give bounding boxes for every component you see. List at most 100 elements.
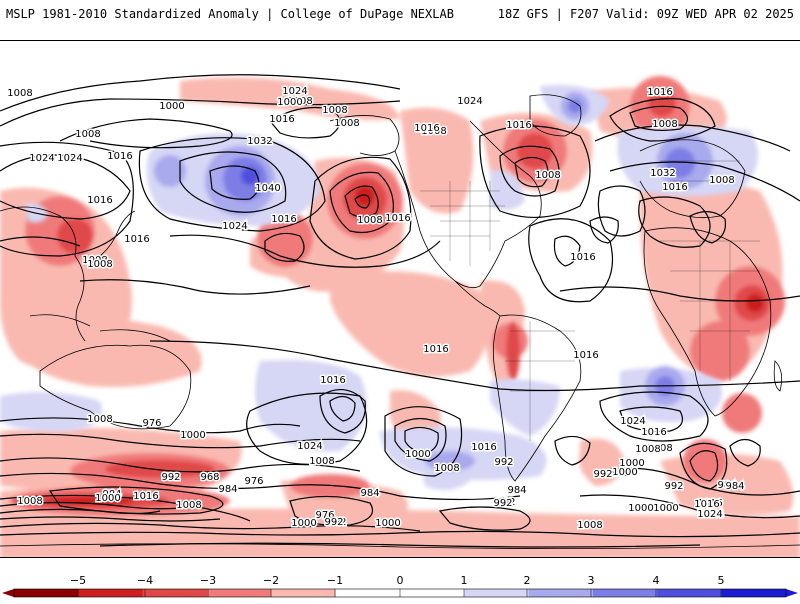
- isobar-label: 992: [664, 481, 683, 492]
- isobar-label: 1008: [634, 443, 659, 454]
- neg-anomaly-max: [355, 186, 375, 206]
- colorbar-tick-labels: −5 −4 −3 −2 −1 0 1 2 3 4 5: [70, 574, 725, 587]
- neg-anomaly-peak: [506, 321, 520, 381]
- colorbar-tick-label: 5: [718, 574, 725, 587]
- coastlines: [0, 94, 800, 549]
- coastline-south-america: [492, 314, 582, 482]
- isobar: [209, 165, 260, 200]
- coastline-alaska: [329, 115, 400, 156]
- isobar-label: 1008: [176, 500, 201, 511]
- pos-anomaly-core: [154, 155, 186, 187]
- colorbar-tick-label: 1: [461, 574, 468, 587]
- isobar-label: 1008: [635, 444, 660, 455]
- colorbar-segment: [721, 589, 787, 597]
- isobar-label: 1000: [277, 97, 302, 108]
- isobar-label: 1008: [17, 496, 42, 507]
- isobar: [0, 472, 521, 501]
- isobar-label: 1024: [222, 221, 247, 232]
- isobar-label: 1032: [650, 168, 675, 179]
- isobar: [0, 530, 800, 538]
- isobar-label: 1008: [322, 105, 347, 116]
- colorbar-tick-label: 4: [653, 574, 660, 587]
- isobar-label: 1008: [535, 170, 560, 181]
- isobar-label: 1032: [247, 136, 272, 147]
- isobar-label: 1000: [159, 101, 184, 112]
- isobar-label: 1016: [506, 120, 531, 131]
- isobar: [514, 156, 549, 188]
- isobar: [553, 235, 581, 267]
- isobar: [0, 433, 361, 449]
- isobar-label: 1016: [697, 498, 722, 509]
- colorbar-tick-label: −3: [200, 574, 216, 587]
- isobar: [319, 389, 366, 434]
- isobar: [554, 435, 591, 466]
- positive-anomaly-shading: [0, 85, 758, 490]
- isobar-label: 1008: [82, 255, 107, 266]
- isobar-label: 1016: [647, 87, 672, 98]
- isobar: [169, 234, 441, 268]
- border-lines: [420, 181, 505, 266]
- isobar-label: 992: [324, 517, 343, 528]
- isobar: [0, 508, 161, 515]
- colorbar-segment: [593, 589, 658, 597]
- isobar-label: 1008: [75, 129, 100, 140]
- map-canvas: 1016100810001008100810161024101610081016…: [0, 74, 800, 557]
- neg-anomaly-max: [746, 294, 764, 312]
- isobar-label: 1024: [457, 96, 482, 107]
- isobar-label: 1024: [297, 441, 322, 452]
- isobar: [99, 542, 701, 548]
- colorbar-segment: [335, 589, 401, 597]
- colorbar-segment: [207, 589, 272, 597]
- isobar-label: 1024: [698, 509, 723, 520]
- coastline-central-america: [454, 280, 501, 317]
- isobar-label: 984: [360, 488, 379, 499]
- isobar: [0, 516, 221, 522]
- isobar: [344, 185, 379, 218]
- isobar: [597, 185, 646, 237]
- colorbar-segment: [657, 589, 723, 597]
- colorbar-tick-label: 0: [397, 574, 404, 587]
- neg-anomaly-core: [290, 474, 370, 498]
- isobar: [689, 211, 727, 244]
- isobar-label: 992: [494, 457, 513, 468]
- isobar-label: 1016: [471, 442, 496, 453]
- colorbar-max-arrow: [786, 589, 798, 597]
- neg-anomaly-peak: [517, 133, 553, 169]
- colorbar-segment: [78, 589, 144, 597]
- isobar: [246, 392, 368, 465]
- isobar: [0, 417, 301, 434]
- neg-anomaly-core: [257, 211, 313, 267]
- colorbar-tick-label: −5: [70, 574, 86, 587]
- isobar: [619, 406, 683, 432]
- colorbar-segment: [400, 589, 465, 597]
- isobar-label: 1016: [87, 195, 112, 206]
- isobar: [609, 98, 716, 142]
- map-title: MSLP 1981-2010 Standardized Anomaly | Co…: [6, 7, 454, 21]
- pos-anomaly-peak: [665, 148, 695, 178]
- isobar-label: 1008: [421, 126, 446, 137]
- isobar: [264, 232, 305, 262]
- coastline-greenland: [529, 94, 582, 137]
- isobar: [79, 279, 311, 295]
- mslp-anomaly-map: 1016100810001008100810161024101610081016…: [0, 40, 800, 558]
- isobar: [559, 286, 800, 302]
- pos-anomaly-region: [0, 392, 102, 432]
- colorbar-tick-label: −1: [327, 574, 343, 587]
- isobar: [384, 406, 463, 477]
- isobar: [629, 105, 689, 132]
- isobar-label: 1016: [107, 151, 132, 162]
- isobar-label: 976: [142, 418, 161, 429]
- isobar-label: 1008: [75, 129, 100, 140]
- isobar-label: 992: [593, 469, 612, 480]
- pos-anomaly-region: [490, 379, 560, 436]
- isobars: [0, 74, 800, 548]
- neg-anomaly-region: [579, 438, 625, 486]
- coastline-japan: [99, 210, 136, 257]
- isobar: [179, 151, 287, 213]
- neg-anomaly-region: [180, 77, 400, 120]
- isobar: [329, 395, 356, 422]
- colorbar-min-arrow: [2, 589, 14, 597]
- neg-anomaly-region: [330, 271, 488, 377]
- neg-anomaly-region: [400, 107, 474, 214]
- isobar-label: 1016: [133, 491, 158, 502]
